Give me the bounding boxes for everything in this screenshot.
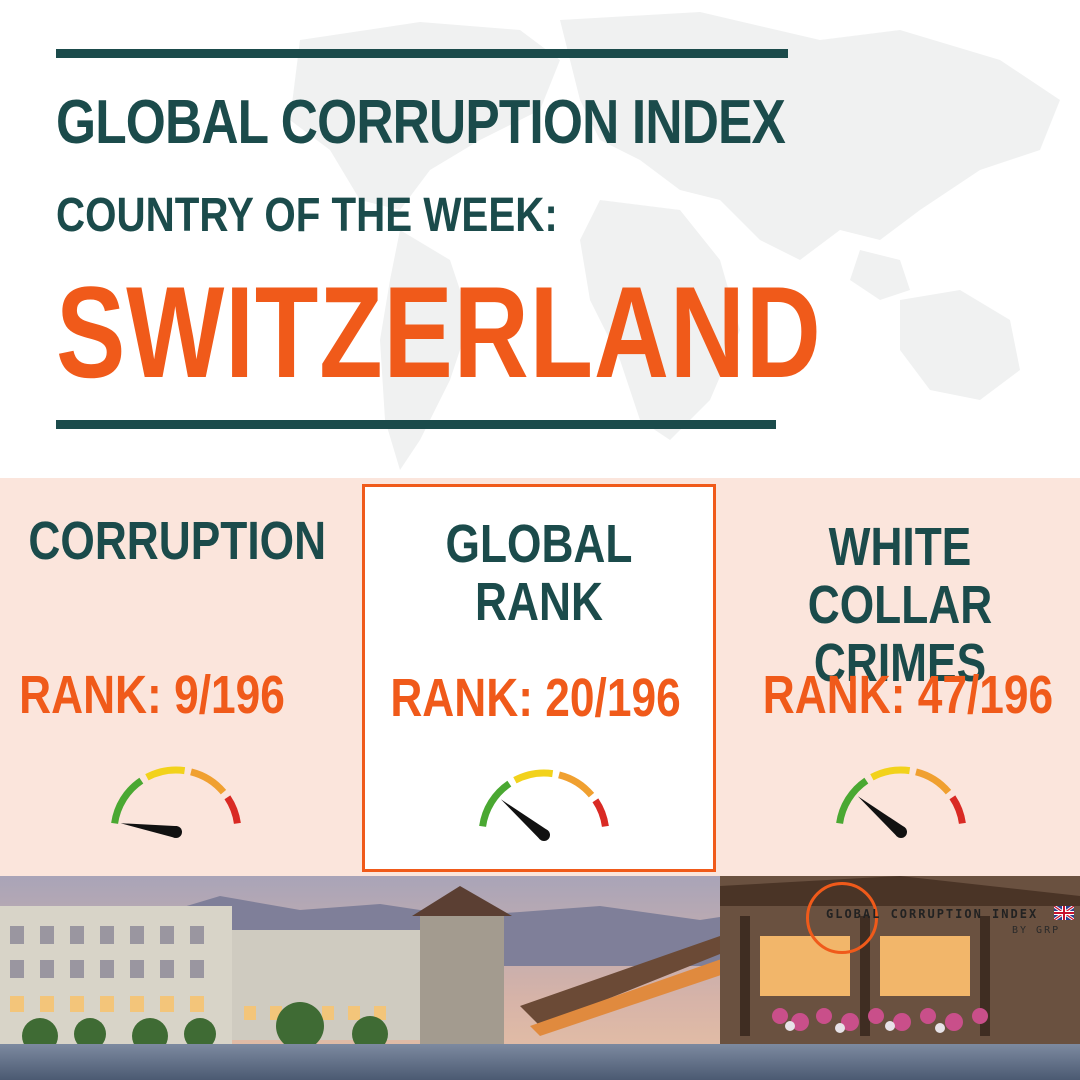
- page-subtitle: COUNTRY OF THE WEEK:: [56, 189, 558, 242]
- gauge-segment: [558, 771, 595, 798]
- card-label: CORRUPTION: [28, 511, 327, 571]
- card-corruption: CORRUPTION RANK: 9/196: [0, 478, 360, 876]
- gauge-hub: [538, 829, 550, 841]
- gauge-segment: [870, 766, 911, 781]
- gauge-segment: [513, 769, 554, 784]
- country-name: SWITZERLAND: [56, 259, 822, 405]
- gauge-icon: [479, 769, 609, 841]
- gauge-icon: [836, 766, 966, 838]
- gauge-hub: [895, 826, 907, 838]
- stats-section: CORRUPTION RANK: 9/196 GLOBAL RANK RANK:…: [0, 478, 1080, 876]
- gauge-segment: [224, 795, 241, 824]
- gauge-segment: [479, 780, 512, 827]
- card-rank: RANK: 47/196: [762, 665, 1054, 725]
- card-rank: RANK: 9/196: [19, 665, 285, 725]
- page-title: GLOBAL CORRUPTION INDEX: [56, 88, 786, 157]
- gauge-segment: [145, 766, 186, 781]
- city-photo-illustration: [0, 876, 1080, 1080]
- gauge-segment: [190, 768, 227, 795]
- world-map-background: [290, 12, 1060, 470]
- gauge-segment: [111, 777, 144, 824]
- uk-flag-icon: [1054, 906, 1074, 920]
- gauge-needle: [120, 823, 177, 838]
- lucerne-photo: [0, 876, 1080, 1080]
- logo-text: GLOBAL CORRUPTION INDEX: [826, 907, 1039, 921]
- header-section: GLOBAL CORRUPTION INDEX COUNTRY OF THE W…: [0, 0, 1080, 478]
- gauge-needle: [857, 796, 905, 837]
- gauge-hub: [170, 826, 182, 838]
- bottom-divider: [56, 420, 776, 429]
- card-rank: RANK: 20/196: [390, 668, 681, 728]
- gci-logo: GLOBAL CORRUPTION INDEX BY GRP: [806, 880, 1076, 964]
- top-divider: [56, 49, 788, 58]
- card-label: WHITE COLLAR CRIMES: [807, 517, 993, 693]
- card-white-collar-crimes: WHITE COLLAR CRIMES RANK: 47/196: [720, 478, 1080, 876]
- gauge-segment: [836, 777, 869, 824]
- gauge-segment: [592, 798, 609, 827]
- logo-byline: BY GRP: [1012, 925, 1061, 936]
- gauge-icon: [111, 766, 241, 838]
- card-global-rank: GLOBAL RANK RANK: 20/196: [362, 484, 716, 872]
- logo-ring-icon: [806, 882, 878, 954]
- gauge-segment: [949, 795, 966, 824]
- gauge-segment: [915, 768, 952, 795]
- gauge-needle: [500, 799, 548, 840]
- card-label: GLOBAL RANK: [445, 514, 633, 632]
